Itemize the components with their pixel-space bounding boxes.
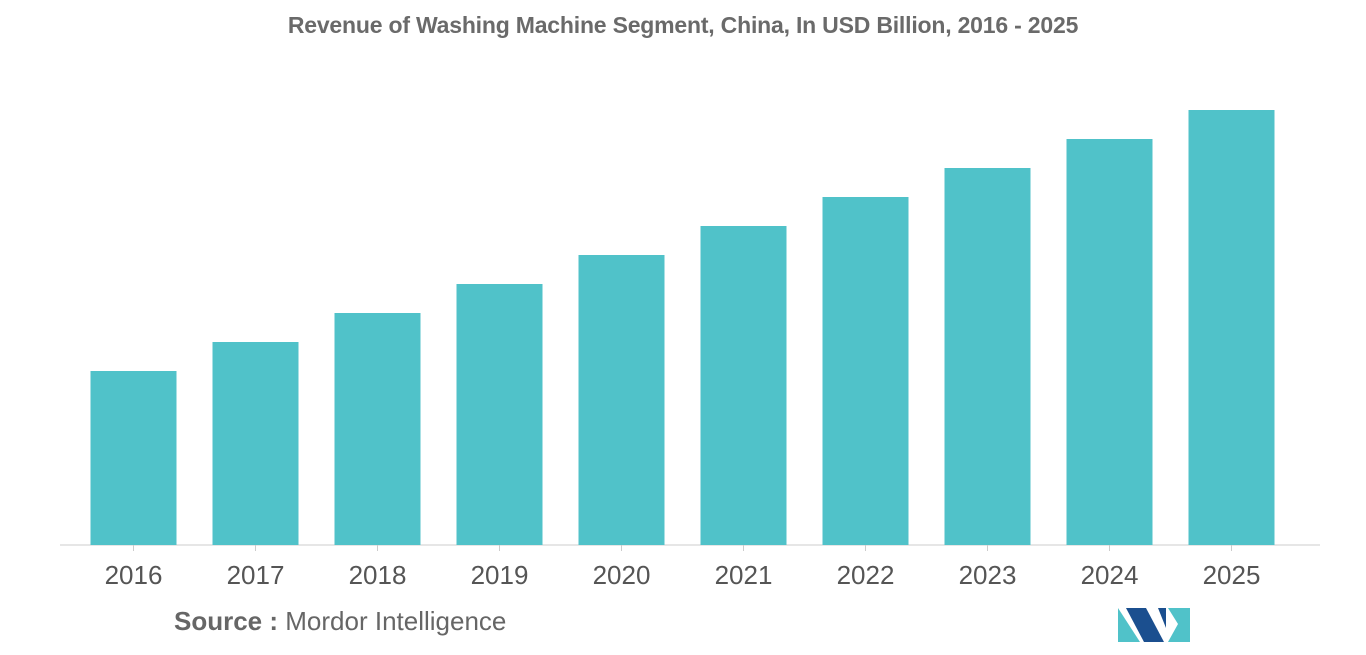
x-tick-label-2025: 2025 xyxy=(1203,560,1261,590)
bar-2020 xyxy=(578,255,665,545)
logo-middle-shape xyxy=(1126,608,1164,642)
bar-2022 xyxy=(822,197,909,545)
tick-labels-group: 2016 2017 2018 2019 2020 2021 2022 2023 2024 2025 xyxy=(105,560,1261,590)
bar-2019 xyxy=(456,284,543,545)
logo-left-shape xyxy=(1118,608,1140,642)
source-label: Source : xyxy=(174,606,279,636)
bar-2025 xyxy=(1188,110,1275,545)
source-text: Mordor Intelligence xyxy=(285,606,507,636)
x-tick-label-2023: 2023 xyxy=(959,560,1017,590)
mordor-intelligence-logo xyxy=(1118,608,1190,642)
x-tick-label-2024: 2024 xyxy=(1081,560,1139,590)
bar-chart: 2016 2017 2018 2019 2020 2021 2022 2023 2024 2025 xyxy=(60,110,1320,590)
bar-2018 xyxy=(334,313,421,545)
logo-mid-right-shape xyxy=(1158,608,1166,628)
bar-2021 xyxy=(700,226,787,545)
ticks-group xyxy=(133,545,1232,551)
x-tick-label-2016: 2016 xyxy=(105,560,163,590)
x-tick-label-2018: 2018 xyxy=(349,560,407,590)
bars-group xyxy=(90,110,1275,545)
x-tick-label-2020: 2020 xyxy=(593,560,651,590)
x-tick-label-2019: 2019 xyxy=(471,560,529,590)
source-note: Source : Mordor Intelligence xyxy=(174,606,506,637)
logo-right-shape xyxy=(1168,608,1190,642)
x-tick-label-2021: 2021 xyxy=(715,560,773,590)
bar-2024 xyxy=(1066,139,1153,545)
bar-2016 xyxy=(90,371,177,545)
x-tick-label-2022: 2022 xyxy=(837,560,895,590)
x-tick-label-2017: 2017 xyxy=(227,560,285,590)
chart-title: Revenue of Washing Machine Segment, Chin… xyxy=(287,12,1079,38)
bar-2017 xyxy=(212,342,299,545)
bar-2023 xyxy=(944,168,1031,545)
